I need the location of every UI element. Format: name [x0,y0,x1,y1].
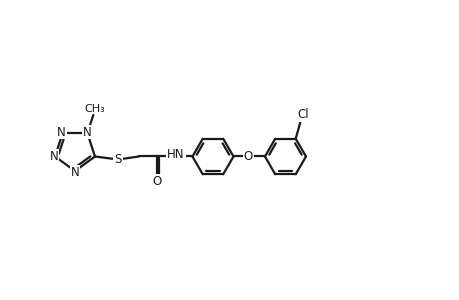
Text: CH₃: CH₃ [84,103,105,113]
Text: N: N [83,125,91,139]
Text: O: O [243,150,252,163]
Text: Cl: Cl [296,108,308,121]
Text: O: O [152,175,161,188]
Text: N: N [50,150,58,163]
Text: S: S [114,153,121,166]
Text: HN: HN [167,148,185,161]
Text: N: N [71,166,79,178]
Text: N: N [57,125,66,139]
